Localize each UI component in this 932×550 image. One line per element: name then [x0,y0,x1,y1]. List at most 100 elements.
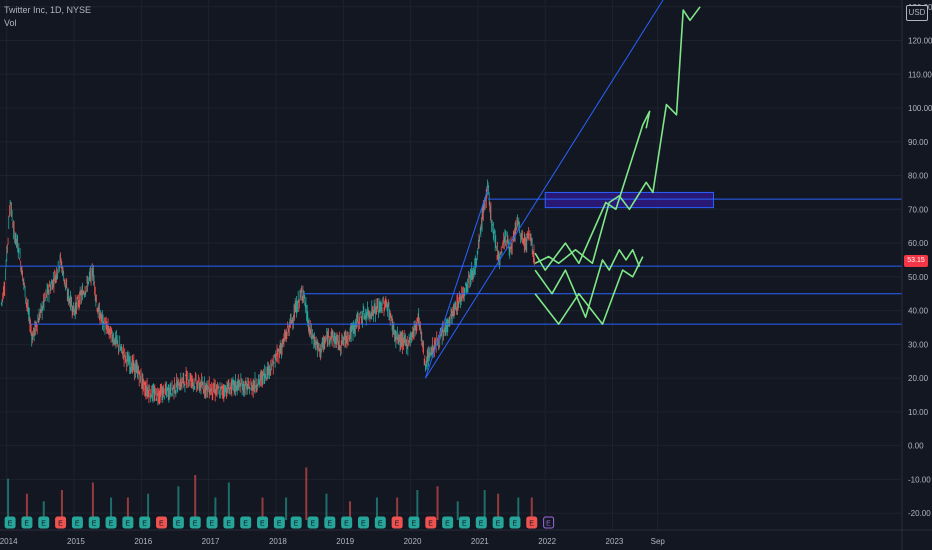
volume-bar [375,497,378,520]
x-tick-label: 2015 [67,537,85,546]
earnings-label: E [193,521,198,528]
projection-path [534,110,651,271]
volume-bar [483,490,486,520]
earnings-badge [341,516,353,529]
volume-label[interactable]: Vol [4,18,17,28]
volume-bar [177,486,180,520]
drawing-tools[interactable] [0,0,902,379]
earnings-badge [38,516,50,529]
x-tick-label: Sep [651,537,666,546]
earnings-badge [156,516,168,529]
earnings-badge [240,516,252,529]
y-tick-label: 90.00 [908,138,929,147]
y-tick-label: 10.00 [908,408,929,417]
x-tick-label: 2022 [538,537,556,546]
earnings-label: E [226,521,231,528]
earnings-label: E [176,521,181,528]
y-tick-label: 0.00 [908,442,924,451]
y-tick-label: 70.00 [908,205,929,214]
earnings-badge [21,516,33,529]
earnings-label: E [479,521,484,528]
earnings-label: E [75,521,80,528]
earnings-badge [273,516,285,529]
earnings-label: E [445,521,450,528]
projection-path [534,256,644,325]
earnings-badge [526,516,538,529]
volume-bar [456,501,459,520]
x-tick-label: 2018 [269,537,287,546]
earnings-label: E [8,521,13,528]
volume-bar [25,493,28,520]
earnings-badge [442,516,454,529]
earnings-label: E [260,521,265,528]
y-tick-label: 60.00 [908,239,929,248]
volume-bar [147,493,150,520]
earnings-label: E [529,521,534,528]
trendline [424,0,664,379]
earnings-label: E [294,521,299,528]
resistance-zone [544,191,715,209]
current-price-tag: 53.15 [904,255,928,267]
x-tick-label: 2016 [134,537,152,546]
time-axis[interactable]: 2014 2015 2016 2017 2018 2019 2020 2021 2022 2023… [0,529,932,546]
earnings-badge [88,516,100,529]
y-tick-label: 80.00 [908,172,929,181]
volume-bar [42,501,45,520]
earnings-label: E [243,521,248,528]
volume-bar [60,490,63,520]
volume-bar [110,497,113,520]
earnings-badge [324,516,336,529]
earnings-badge [509,516,521,529]
earnings-badge [122,516,134,529]
earnings-label: E [41,521,46,528]
y-tick-label: -20.00 [908,509,931,518]
x-tick-label: 2021 [471,537,489,546]
volume-bar [7,478,10,520]
earnings-badge [391,516,403,529]
volume-bar [261,497,264,520]
volume-bar [194,475,197,520]
x-tick-label: 2023 [606,537,624,546]
volume-bar [416,490,419,520]
earnings-label: E [361,521,366,528]
earnings-badge [172,516,184,529]
x-tick-label: 2019 [336,537,354,546]
earnings-badge [55,516,67,529]
volume-bar [530,497,533,520]
currency-badge[interactable]: USD [906,5,928,21]
earnings-label: E [109,521,114,528]
earnings-label: E [378,521,383,528]
x-tick-label: 2017 [202,537,220,546]
x-tick-label: 2020 [404,537,422,546]
y-tick-label: 20.00 [908,374,929,383]
volume-bar [325,493,328,520]
earnings-badge [458,516,470,529]
price-axis[interactable]: 130.00120.00110.00100.0090.0080.0070.006… [901,0,932,550]
earnings-label: E [428,521,433,528]
volume-bar [436,486,439,520]
earnings-badge [425,516,437,529]
volume-bar [349,501,352,520]
earnings-label: E [277,521,282,528]
earnings-badge [492,516,504,529]
volume-bar [126,497,129,520]
trendline [424,188,489,379]
volume-bar [227,482,230,520]
earnings-badge [257,516,269,529]
earnings-badge [408,516,420,529]
earnings-badge [290,516,302,529]
earnings-label: E [24,521,29,528]
volume-bar [285,497,288,520]
volume-bar [91,482,94,520]
earnings-label: E [496,521,501,528]
earnings-label: E [92,521,97,528]
y-tick-label: 30.00 [908,340,929,349]
y-tick-label: 120.00 [908,37,932,46]
earnings-label: E [142,521,147,528]
projection-path [534,249,641,319]
price-candles [0,179,535,406]
symbol-title[interactable]: Twitter Inc, 1D, NYSE [4,5,92,15]
